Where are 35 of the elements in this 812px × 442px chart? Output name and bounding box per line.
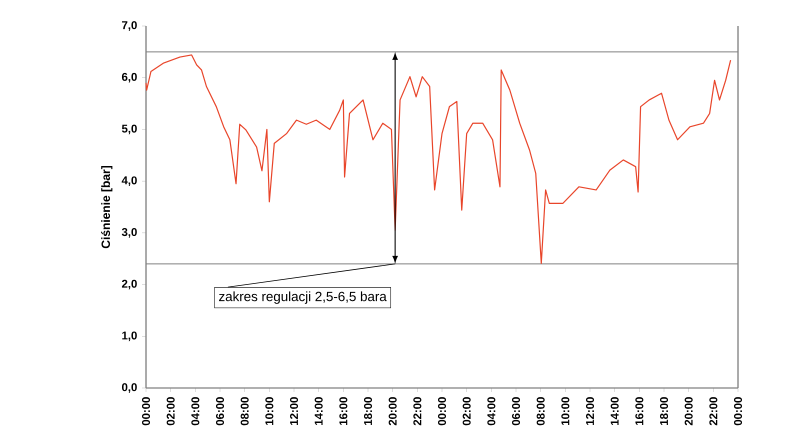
x-tick-label: 18:00 bbox=[364, 397, 372, 425]
x-tick-label: 12:00 bbox=[586, 397, 594, 425]
y-tick-label: 6,0 bbox=[122, 72, 137, 83]
x-tick-label: 20:00 bbox=[684, 397, 693, 426]
annotation: zakres regulacji 2,5-6,5 bara bbox=[219, 291, 387, 304]
x-tick-label: 16:00 bbox=[635, 397, 644, 425]
x-tick-label: 14:00 bbox=[314, 397, 323, 425]
x-tick-label: 06:00 bbox=[216, 397, 224, 426]
x-tick-label: 12:00 bbox=[290, 397, 298, 425]
x-tick-label: 00:00 bbox=[438, 397, 446, 426]
x-tick-label: 06:00 bbox=[512, 397, 520, 426]
y-tick-label: 0,0 bbox=[122, 383, 137, 393]
x-tick-label: 10:00 bbox=[265, 397, 274, 425]
x-tick-label: 10:00 bbox=[561, 397, 570, 425]
x-tick-label: 04:00 bbox=[487, 397, 496, 426]
x-tick-label: 04:00 bbox=[191, 397, 200, 426]
x-tick-label: 22:00 bbox=[709, 397, 718, 426]
x-tick-label: 00:00 bbox=[734, 397, 742, 426]
y-tick-label: 7,0 bbox=[122, 21, 137, 31]
x-tick-label: 08:00 bbox=[536, 397, 545, 426]
y-axis-title: Ciśnienie [bar] bbox=[101, 166, 112, 248]
y-tick-label: 3,0 bbox=[122, 228, 137, 238]
x-tick-label: 16:00 bbox=[339, 397, 348, 425]
x-tick-label: 00:00 bbox=[142, 397, 150, 426]
x-tick-label: 18:00 bbox=[660, 397, 668, 425]
x-tick-label: 22:00 bbox=[413, 397, 422, 426]
x-tick-label: 20:00 bbox=[388, 397, 397, 426]
x-tick-label: 02:00 bbox=[462, 397, 471, 426]
y-tick-label: 2,0 bbox=[122, 280, 137, 290]
y-tick-label: 5,0 bbox=[122, 124, 137, 134]
x-tick-label: 14:00 bbox=[610, 397, 619, 425]
y-tick-label: 4,0 bbox=[122, 176, 137, 186]
x-tick-label: 02:00 bbox=[166, 397, 175, 426]
x-tick-label: 08:00 bbox=[240, 397, 249, 426]
y-tick-label: 1,0 bbox=[122, 331, 137, 342]
